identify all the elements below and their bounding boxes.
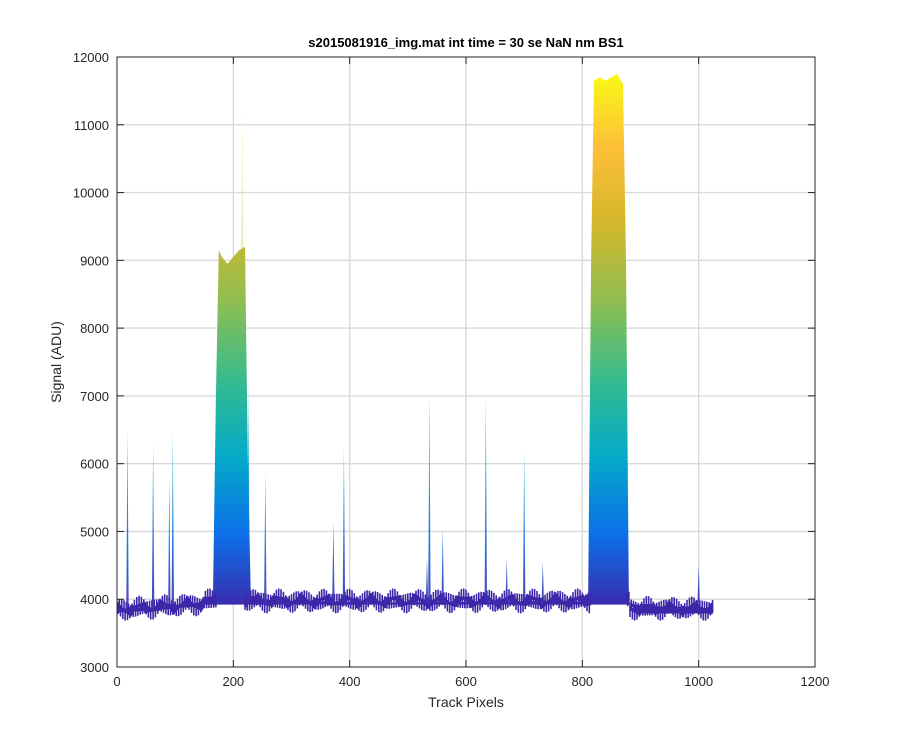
spike: [425, 558, 429, 603]
x-tick-label: 1000: [684, 674, 713, 689]
spike: [441, 528, 444, 603]
y-tick-label: 11000: [74, 118, 109, 133]
spike: [332, 521, 335, 603]
signal-area: [117, 73, 714, 614]
spike: [523, 450, 526, 603]
spike: [126, 429, 129, 609]
chart-title: s2015081916_img.mat int time = 30 se NaN…: [308, 35, 623, 50]
ticks: 0 200 400 600 800 1000 1200 3000 4000 5000 6000 700…: [73, 50, 830, 689]
x-tick-label: 800: [571, 674, 593, 689]
spike: [168, 477, 171, 606]
x-axis-label: Track Pixels: [428, 694, 504, 710]
data-layer: [117, 73, 714, 621]
spike: [240, 104, 244, 603]
x-tick-label: 1200: [801, 674, 830, 689]
x-tick-label: 600: [455, 674, 477, 689]
y-tick-label: 10000: [73, 186, 109, 201]
spike: [151, 443, 155, 607]
y-tick-label: 7000: [80, 389, 109, 404]
spike: [247, 385, 250, 603]
y-axis-label: Signal (ADU): [48, 321, 64, 403]
x-tick-label: 0: [113, 674, 120, 689]
y-tick-label: 3000: [80, 660, 109, 675]
x-tick-label: 200: [222, 674, 244, 689]
y-tick-label: 12000: [73, 50, 109, 65]
spike: [484, 395, 487, 603]
y-tick-label: 4000: [80, 592, 109, 607]
y-tick-label: 6000: [80, 457, 109, 472]
y-tick-label: 9000: [80, 253, 109, 268]
y-tick-label: 5000: [80, 524, 109, 539]
spike: [505, 558, 508, 603]
spike: [697, 565, 700, 603]
spike: [264, 473, 267, 603]
y-tick-label: 8000: [80, 321, 109, 336]
x-tick-label: 400: [339, 674, 361, 689]
spike: [541, 561, 544, 603]
spike: [342, 446, 346, 603]
spike: [428, 392, 431, 603]
spike: [171, 433, 174, 606]
